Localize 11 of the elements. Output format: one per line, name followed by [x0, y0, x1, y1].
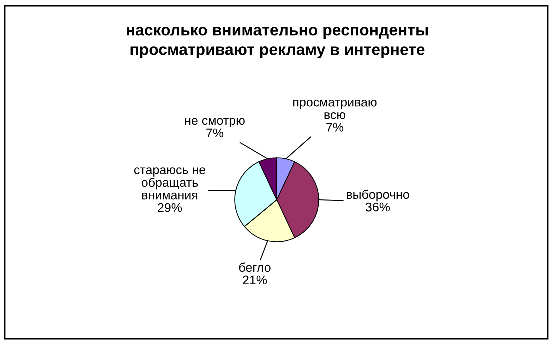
- data-label: 7%: [206, 128, 224, 138]
- data-label: 36%: [366, 202, 390, 212]
- slice-label: стараюсь не обращать внимания: [134, 168, 206, 200]
- slice-label: бегло: [239, 262, 271, 272]
- slice-label: выборочно: [347, 190, 410, 202]
- data-label: 21%: [243, 276, 268, 285]
- data-label: 7%: [326, 123, 344, 132]
- data-label: 29%: [158, 203, 182, 212]
- slice-label: не смотрю: [185, 118, 245, 128]
- slice-label: просматриваю всю: [294, 100, 377, 120]
- chart-title: насколько внимательно респонденты просматривают рекламу в интернете: [127, 27, 428, 58]
